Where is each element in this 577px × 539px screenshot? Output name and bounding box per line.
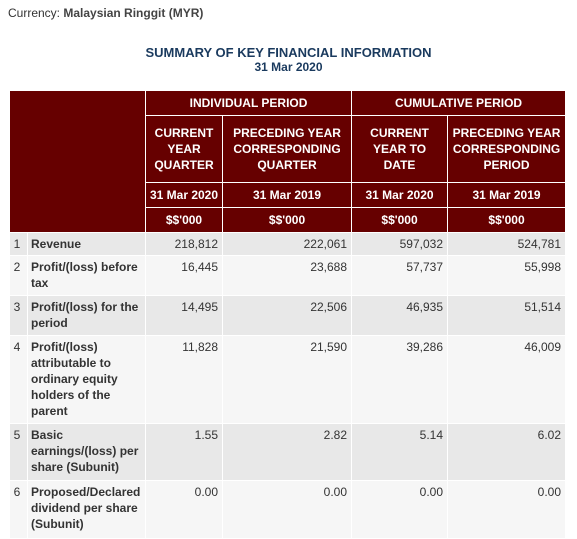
header-date: 31 Mar 2019 — [221, 182, 353, 208]
header-line: CURRENT — [370, 126, 429, 140]
header-preceding-year-quarter: PRECEDING YEAR CORRESPONDING QUARTER — [221, 115, 353, 183]
header-unit: $$'000 — [447, 207, 567, 233]
cell-value: 0.00 — [351, 480, 449, 539]
row-number: 2 — [9, 255, 28, 296]
currency-value: Malaysian Ringgit (MYR) — [63, 6, 204, 20]
cell-value: 46,009 — [447, 335, 567, 424]
header-line: QUARTER — [257, 158, 317, 172]
cell-value: 0.00 — [221, 480, 353, 539]
cell-value: 22,506 — [221, 295, 353, 336]
header-line: PERIOD — [483, 158, 530, 172]
cell-value: 0.00 — [145, 480, 223, 539]
header-line: QUARTER — [154, 158, 214, 172]
cell-value: 2.82 — [221, 423, 353, 481]
header-corner — [9, 90, 146, 233]
table-row: 3 Profit/(loss) for the period 14,495 22… — [9, 295, 567, 336]
cell-value: 23,688 — [221, 255, 353, 296]
row-number: 6 — [9, 480, 28, 539]
cell-value: 39,286 — [351, 335, 449, 424]
header-line: YEAR TO — [372, 142, 427, 156]
row-number: 5 — [9, 423, 28, 481]
cell-value: 524,781 — [447, 232, 567, 256]
header-date: 31 Mar 2019 — [447, 182, 567, 208]
header-unit: $$'000 — [145, 207, 223, 233]
header-date: 31 Mar 2020 — [145, 182, 223, 208]
header-line: CORRESPONDING — [452, 142, 561, 156]
cell-value: 5.14 — [351, 423, 449, 481]
header-line: CORRESPONDING — [233, 142, 341, 156]
header-line: YEAR — [167, 142, 201, 156]
header-current-year-quarter: CURRENT YEAR QUARTER — [145, 115, 223, 183]
cell-value: 218,812 — [145, 232, 223, 256]
table-row: 2 Profit/(loss) before tax 16,445 23,688… — [9, 255, 567, 296]
header-current-year-to-date: CURRENT YEAR TO DATE — [351, 115, 449, 183]
row-number: 4 — [9, 335, 28, 424]
table-row: 4 Profit/(loss) attributable to ordinary… — [9, 335, 567, 424]
table-row: 6 Proposed/Declared dividend per share (… — [9, 480, 567, 539]
row-label: Profit/(loss) attributable to ordinary e… — [27, 335, 146, 424]
header-individual-period: INDIVIDUAL PERIOD — [144, 90, 353, 116]
row-label: Basic earnings/(loss) per share (Subunit… — [27, 423, 146, 481]
header-cumulative-period: CUMULATIVE PERIOD — [351, 90, 567, 116]
cell-value: 57,737 — [351, 255, 449, 296]
header-line: DATE — [383, 158, 416, 172]
page-title: SUMMARY OF KEY FINANCIAL INFORMATION — [145, 45, 432, 60]
cell-value: 0.00 — [447, 480, 567, 539]
header-preceding-year-period: PRECEDING YEAR CORRESPONDING PERIOD — [447, 115, 567, 183]
header-line: PRECEDING YEAR — [452, 126, 561, 140]
row-label: Profit/(loss) before tax — [27, 255, 146, 296]
row-label: Revenue — [27, 232, 146, 256]
row-label: Proposed/Declared dividend per share (Su… — [27, 480, 146, 539]
cell-value: 14,495 — [145, 295, 223, 336]
financial-summary-table: INDIVIDUAL PERIOD CUMULATIVE PERIOD CURR… — [9, 90, 567, 539]
header-line: PRECEDING YEAR — [233, 126, 341, 140]
cell-value: 6.02 — [447, 423, 567, 481]
page-subtitle: 31 Mar 2020 — [254, 60, 323, 74]
cell-value: 222,061 — [221, 232, 353, 256]
table-row: 1 Revenue 218,812 222,061 597,032 524,78… — [9, 232, 567, 256]
header-date: 31 Mar 2020 — [351, 182, 449, 208]
row-number: 1 — [9, 232, 28, 256]
title-block: SUMMARY OF KEY FINANCIAL INFORMATION 31 … — [0, 45, 577, 74]
row-label: Profit/(loss) for the period — [27, 295, 146, 336]
cell-value: 597,032 — [351, 232, 449, 256]
cell-value: 46,935 — [351, 295, 449, 336]
header-unit: $$'000 — [351, 207, 449, 233]
cell-value: 11,828 — [145, 335, 223, 424]
cell-value: 21,590 — [221, 335, 353, 424]
row-number: 3 — [9, 295, 28, 336]
cell-value: 1.55 — [145, 423, 223, 481]
cell-value: 55,998 — [447, 255, 567, 296]
currency-line: Currency: Malaysian Ringgit (MYR) — [8, 6, 203, 20]
header-unit: $$'000 — [221, 207, 353, 233]
table-row: 5 Basic earnings/(loss) per share (Subun… — [9, 423, 567, 481]
cell-value: 51,514 — [447, 295, 567, 336]
cell-value: 16,445 — [145, 255, 223, 296]
header-line: CURRENT — [154, 126, 214, 140]
currency-label: Currency: — [8, 6, 61, 20]
